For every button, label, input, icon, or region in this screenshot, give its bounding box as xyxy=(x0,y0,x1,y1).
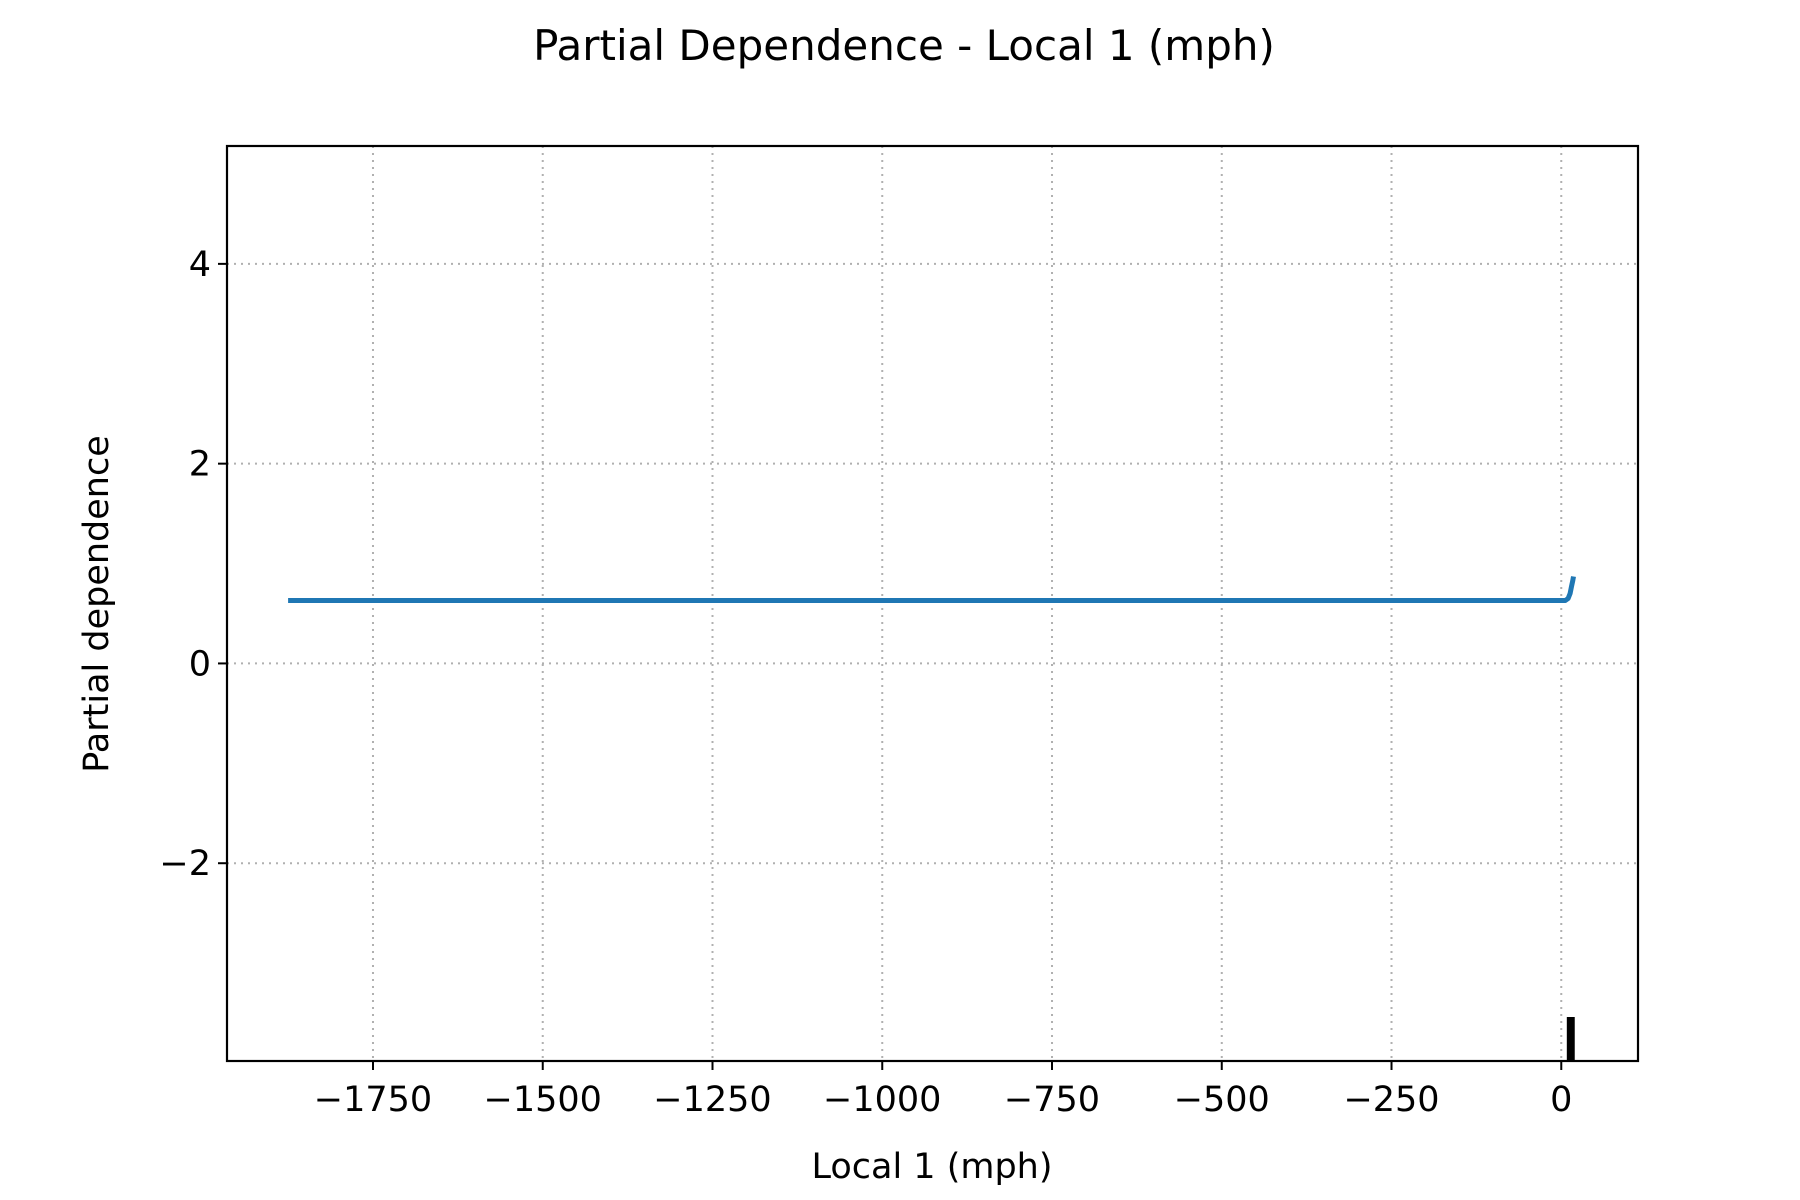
x-axis-title: Local 1 (mph) xyxy=(811,1147,1052,1187)
x-tick-label: 0 xyxy=(1550,1080,1572,1120)
y-axis-title: Partial dependence xyxy=(77,435,117,773)
data-layer xyxy=(288,576,1576,1061)
y-tick-label: −2 xyxy=(159,844,211,884)
y-tick-label: 0 xyxy=(189,644,211,684)
chart-title: Partial Dependence - Local 1 (mph) xyxy=(533,21,1275,70)
x-tick-label: −750 xyxy=(1004,1080,1100,1120)
x-tick-label: −1500 xyxy=(484,1080,602,1120)
x-tick-label: −1750 xyxy=(314,1080,432,1120)
tick-layer: −1750 −1500 −1250 −1000 −750 −500 −250 0 −2 0 2 4 xyxy=(159,245,1572,1120)
series-line xyxy=(288,576,1576,603)
x-tick-label: −1250 xyxy=(653,1080,771,1120)
x-tick-label: −250 xyxy=(1343,1080,1439,1120)
y-tick-label: 2 xyxy=(189,445,211,485)
x-tick-label: −1000 xyxy=(823,1080,941,1120)
grid-layer xyxy=(227,146,1638,1061)
x-tick-label: −500 xyxy=(1174,1080,1270,1120)
plot-frame xyxy=(225,144,1640,1063)
y-tick-label: 4 xyxy=(189,245,211,285)
